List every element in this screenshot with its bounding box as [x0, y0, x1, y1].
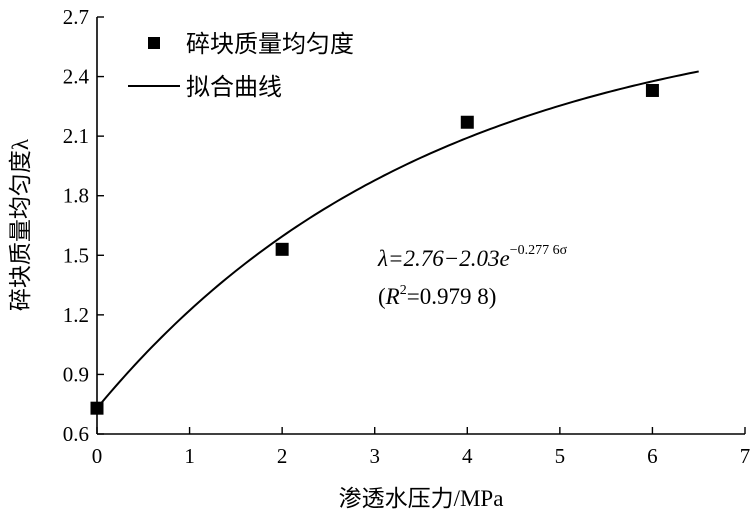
x-tick-label: 1 — [184, 444, 195, 468]
x-tick-label: 0 — [92, 444, 103, 468]
r-squared-open: ( — [378, 284, 386, 309]
y-tick-label: 1.5 — [63, 243, 89, 267]
y-tick-label: 1.8 — [63, 184, 89, 208]
x-axis-title: 渗透水压力/MPa — [339, 486, 504, 511]
y-tick-label: 2.7 — [63, 5, 89, 29]
legend: 碎块质量均匀度 拟合曲线 — [128, 31, 354, 101]
legend-label-line: 拟合曲线 — [186, 74, 282, 101]
y-tick-label: 0.6 — [63, 422, 89, 446]
x-tick-label: 6 — [647, 444, 658, 468]
y-axis-title: 碎块质量均匀度λ — [8, 138, 33, 311]
y-tick-label: 2.4 — [63, 65, 90, 89]
x-ticks: 0 1 2 3 4 5 6 7 — [92, 427, 751, 468]
data-point — [460, 115, 474, 129]
r-squared-value: =0.979 8) — [407, 284, 497, 309]
data-point — [645, 83, 659, 97]
y-tick-label: 1.2 — [63, 303, 89, 327]
fit-curve-line — [96, 70, 699, 409]
x-tick-label: 2 — [277, 444, 288, 468]
data-point — [90, 401, 104, 415]
x-tick-label: 5 — [555, 444, 566, 468]
fit-equation-main: λ=2.76−2.03e — [377, 246, 510, 271]
r-squared-superscript: 2 — [400, 283, 407, 298]
y-ticks: 0.6 0.9 1.2 1.5 1.8 2.1 2.4 2.7 — [63, 5, 104, 446]
y-tick-label: 2.1 — [63, 124, 89, 148]
x-tick-label: 7 — [740, 444, 751, 468]
x-tick-label: 3 — [369, 444, 380, 468]
fit-equation: λ=2.76−2.03e−0.277 6σ — [377, 243, 568, 271]
r-squared: (R2=0.979 8) — [378, 283, 496, 309]
fit-annotation: λ=2.76−2.03e−0.277 6σ (R2=0.979 8) — [377, 243, 568, 309]
x-tick-label: 4 — [462, 444, 473, 468]
fit-equation-exponent: −0.277 6σ — [510, 243, 568, 258]
data-point — [275, 242, 289, 256]
legend-label-points: 碎块质量均匀度 — [186, 31, 354, 58]
legend-marker-square — [148, 37, 160, 49]
y-tick-label: 0.9 — [63, 362, 89, 386]
data-points — [90, 83, 659, 415]
r-squared-symbol: R — [385, 284, 400, 309]
